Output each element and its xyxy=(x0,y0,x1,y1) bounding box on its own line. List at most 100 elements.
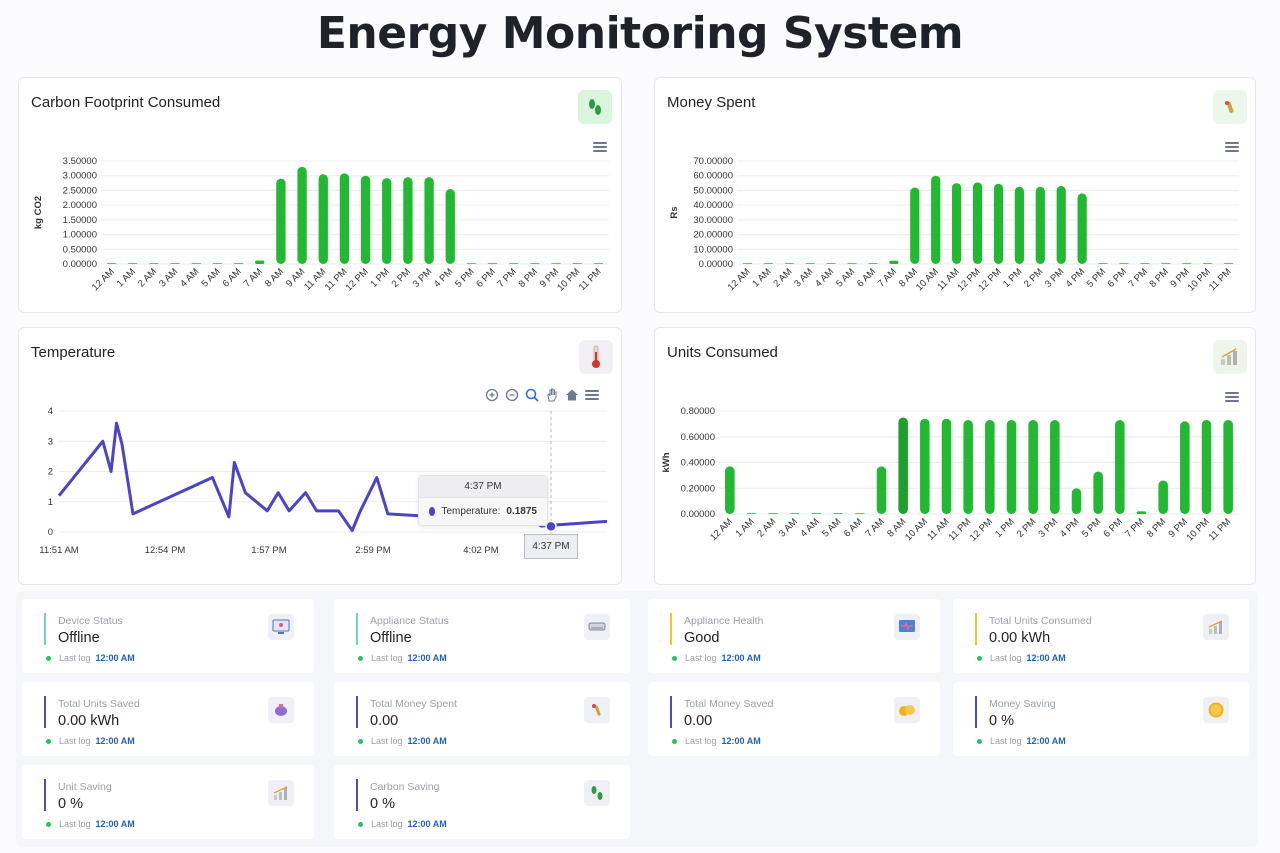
last-log-label: Last log xyxy=(371,653,403,663)
x-tick-label: 1:57 PM xyxy=(251,545,286,556)
chart-menu-icon[interactable] xyxy=(593,142,607,152)
last-log-label: Last log xyxy=(59,736,91,746)
stat-last-log: Last log 12:00 AM xyxy=(977,653,1066,663)
bar xyxy=(297,166,307,264)
bar xyxy=(985,420,995,514)
x-tick-label: 11 PM xyxy=(947,516,974,543)
pan-hand-icon[interactable] xyxy=(545,388,559,402)
y-tick-label: 3.50000 xyxy=(63,156,97,167)
stat-value: 0 % xyxy=(370,796,395,812)
stat-label: Unit Saving xyxy=(58,781,112,793)
zoom-in-icon[interactable] xyxy=(485,388,499,402)
x-tick-label: 3 PM xyxy=(1043,266,1067,290)
rupee-coin-icon xyxy=(1203,697,1229,723)
x-tick-label: 7 AM xyxy=(864,516,887,539)
bar xyxy=(972,182,983,264)
last-log-label: Last log xyxy=(371,736,403,746)
units-bar-chart: 0.00000 0.20000 0.40000 0.60000 0.80000 kWh 12… xyxy=(661,406,1239,544)
y-tick-label: 0 xyxy=(48,527,53,538)
x-tick-label: 1 PM xyxy=(368,266,392,290)
x-tick-label: 6 AM xyxy=(855,266,878,289)
last-log-time: 12:00 AM xyxy=(721,653,761,663)
status-dot xyxy=(977,738,982,744)
bar xyxy=(318,174,328,264)
tooltip-series-label: Temperature: xyxy=(441,506,501,517)
bar xyxy=(593,263,604,264)
x-tick-label: 8 PM xyxy=(517,266,541,290)
y-tick-label: 0.00000 xyxy=(681,509,715,520)
y-tick-label: 50.00000 xyxy=(693,185,733,196)
y-tick-label: 2 xyxy=(48,467,53,478)
x-tick-label: 11 PM xyxy=(577,266,604,293)
footprint-icon xyxy=(578,90,612,124)
stat-accent-bar xyxy=(670,613,672,645)
zoom-selection-icon[interactable] xyxy=(525,388,539,402)
status-dot xyxy=(358,738,363,744)
bar xyxy=(1050,420,1060,514)
stat-last-log: Last log 12:00 AM xyxy=(358,736,447,746)
bar xyxy=(910,187,920,264)
x-tick-label: 10 PM xyxy=(1186,266,1213,293)
bar xyxy=(920,418,930,514)
chart-menu-icon[interactable] xyxy=(1225,142,1239,152)
x-tick-label: 10 PM xyxy=(555,266,582,293)
y-tick-label: 0.20000 xyxy=(681,483,715,494)
reset-home-icon[interactable] xyxy=(565,388,579,402)
chart-menu-icon[interactable] xyxy=(1225,392,1239,402)
bar xyxy=(1203,263,1213,264)
stat-value: 0 % xyxy=(58,796,83,812)
x-tick-label: 6 PM xyxy=(1106,266,1130,290)
bar xyxy=(1140,263,1150,264)
last-log-time: 12:00 AM xyxy=(721,736,761,746)
x-tick-label: 6 AM xyxy=(221,266,244,289)
last-log-time: 12:00 AM xyxy=(407,819,447,829)
chart-menu-icon[interactable] xyxy=(585,390,599,400)
page-title: Energy Monitoring System xyxy=(316,8,964,59)
x-tick-label: 2 PM xyxy=(1015,516,1039,540)
x-tick-label: 8 PM xyxy=(1145,516,1169,540)
crosshair-x-label: 4:37 PM xyxy=(524,534,578,559)
temperature-line-chart: 0 1 2 3 4 11:51 AM 12:54 PM 1:57 PM 2:59 PM 4:02 … xyxy=(39,406,608,556)
x-tick-label: 5 PM xyxy=(1085,266,1109,290)
last-log-time: 12:00 AM xyxy=(407,736,447,746)
x-tick-label: 4 AM xyxy=(178,266,201,289)
y-tick-label: 0.00000 xyxy=(63,259,97,270)
bar xyxy=(1182,263,1192,264)
y-tick-label: 0.60000 xyxy=(681,432,715,443)
y-tick-label: 1.50000 xyxy=(63,215,97,226)
last-log-time: 12:00 AM xyxy=(1026,736,1066,746)
x-tick-label: 4 AM xyxy=(799,516,822,539)
bar xyxy=(1077,193,1087,264)
x-tick-label: 12 AM xyxy=(726,266,753,293)
chart-tooltip: 4:37 PM Temperature: 0.1875 xyxy=(418,475,548,526)
bar xyxy=(106,263,117,264)
y-tick-label: 20.00000 xyxy=(693,230,733,241)
tooltip-time: 4:37 PM xyxy=(419,476,547,498)
x-tick-label: 2 AM xyxy=(771,266,794,289)
thermometer-icon xyxy=(579,340,613,374)
stat-label: Total Units Saved xyxy=(58,698,140,710)
x-tick-label: 12 AM xyxy=(708,516,735,543)
y-tick-label: 10.00000 xyxy=(693,244,733,255)
bar xyxy=(746,513,757,514)
y-tick-label: 1.00000 xyxy=(63,230,97,241)
bar xyxy=(931,175,941,264)
stat-value: Offline xyxy=(370,630,412,646)
x-tick-label: 7 AM xyxy=(876,266,899,289)
stat-accent-bar xyxy=(975,696,977,728)
x-tick-label: 5 PM xyxy=(453,266,477,290)
bar xyxy=(790,513,800,514)
bar xyxy=(509,263,519,264)
x-tick-label: 3 AM xyxy=(792,266,815,289)
bar xyxy=(889,260,899,264)
stat-card: Carbon Saving 0 % Last log 12:00 AM xyxy=(334,765,630,839)
x-tick-label: 11:51 AM xyxy=(39,545,79,556)
stat-accent-bar xyxy=(44,779,46,811)
footprint-icon xyxy=(584,780,610,806)
y-tick-label: 0.00000 xyxy=(699,259,733,270)
energy-meter-icon xyxy=(1213,340,1247,374)
bar xyxy=(847,263,857,264)
last-log-time: 12:00 AM xyxy=(95,653,135,663)
stat-card: Money Saving 0 % Last log 12:00 AM xyxy=(953,682,1249,756)
zoom-out-icon[interactable] xyxy=(505,388,519,402)
